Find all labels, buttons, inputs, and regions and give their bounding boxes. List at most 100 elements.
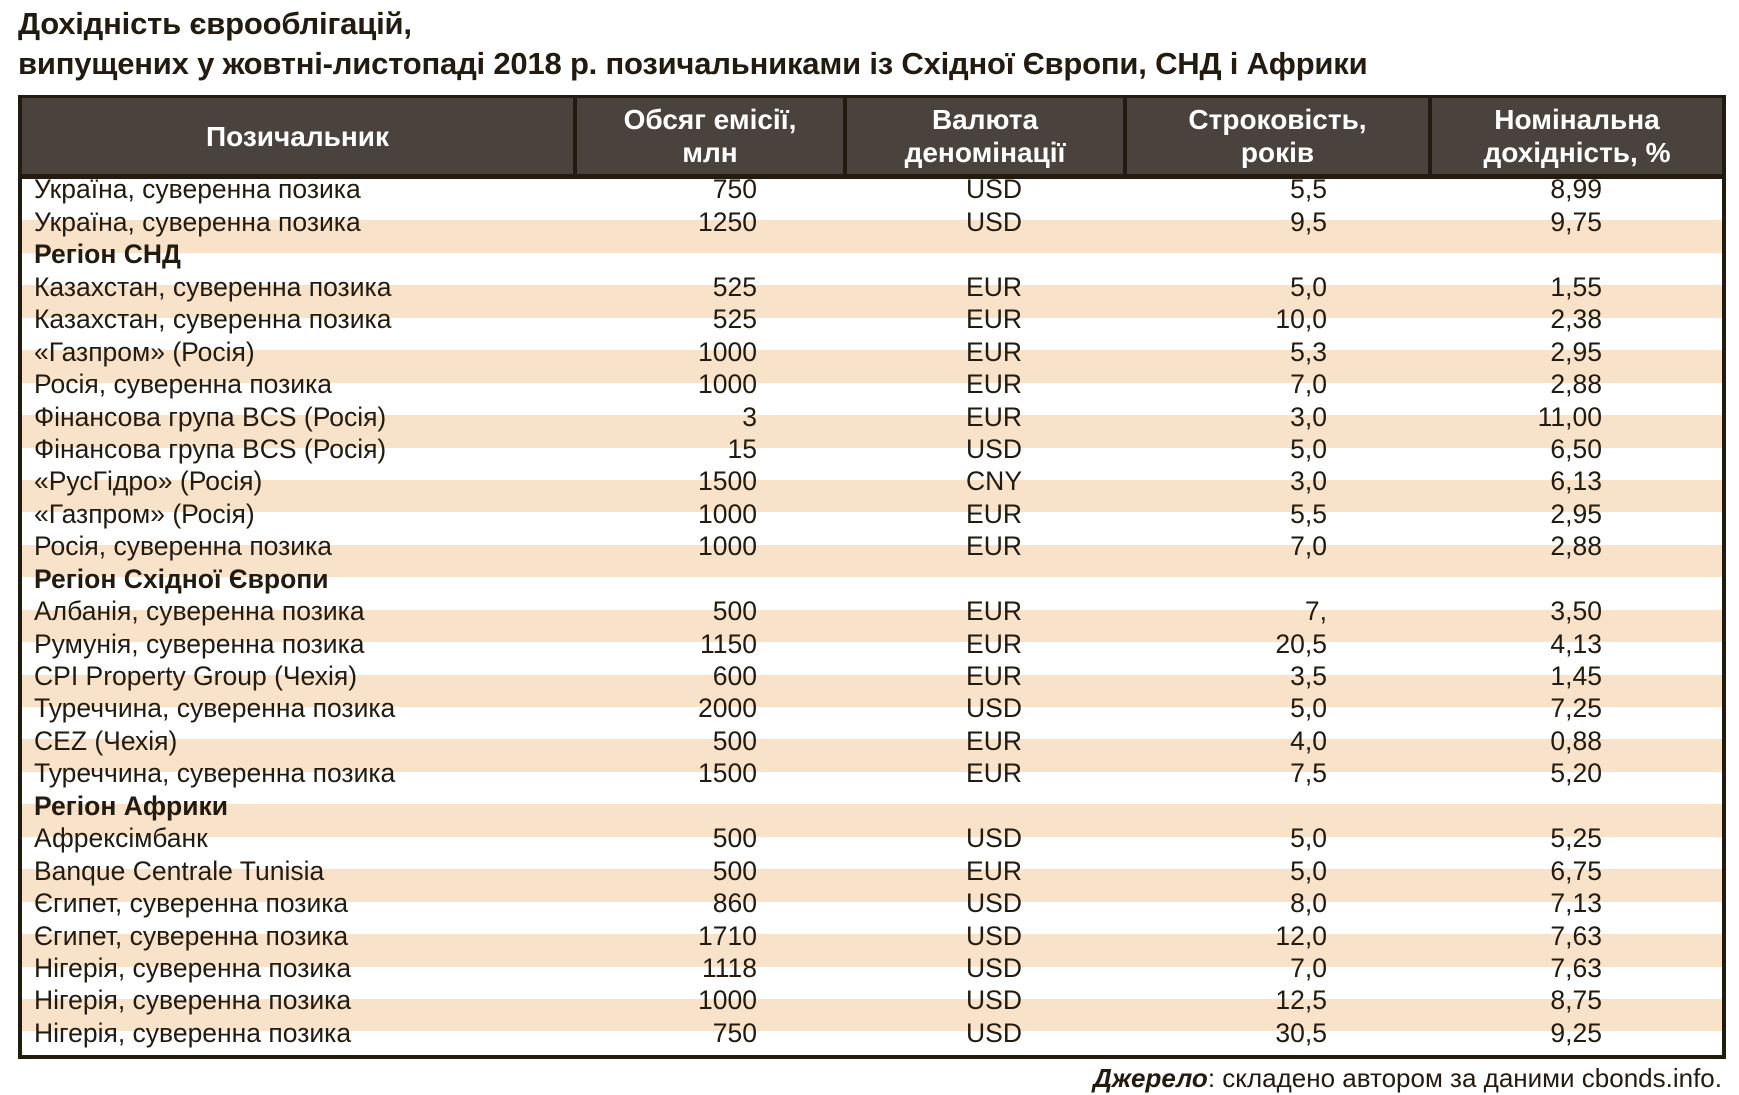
table-row: Нігерія, суверенна позика 1000 USD 12,5 8,75	[22, 985, 1722, 1023]
cell-borrower: Афрексімбанк	[34, 823, 208, 854]
cell-yield: 3,50	[1550, 596, 1602, 627]
header-currency-line-1: Валюта	[931, 104, 1039, 135]
cell-currency: EUR	[966, 596, 1022, 627]
cell-maturity: 5,5	[1290, 498, 1327, 529]
cell-borrower: Туреччина, суверенна позика	[34, 758, 396, 789]
cell-maturity: 3,0	[1290, 401, 1327, 432]
header-yield-line-2: дохідність, %	[1483, 137, 1671, 168]
table-row: Росія, суверенна позика 1000 EUR 7,0 2,88	[22, 369, 1722, 407]
table-row: Україна, суверенна позика 1250 USD 9,5 9,75	[22, 207, 1722, 244]
cell-volume: 2000	[698, 693, 757, 724]
cell-borrower: Нігерія, суверенна позика	[34, 952, 352, 983]
cell-yield: 8,99	[1550, 174, 1602, 205]
cell-yield: 6,50	[1550, 433, 1602, 464]
cell-maturity: 7,0	[1290, 952, 1327, 983]
cell-yield: 1,45	[1550, 661, 1602, 691]
header-volume: Обсяг емісії, млн	[577, 98, 847, 174]
header-currency-line-2: деномінації	[904, 137, 1066, 168]
table-row: «РусГідро» (Росія) 1500 CNY 3,0 6,13	[22, 466, 1722, 504]
cell-borrower: Росія, суверенна позика	[34, 531, 332, 562]
table-body: Україна, суверенна позика 750 USD 5,5 8,99 Ук…	[22, 174, 1722, 1055]
cell-yield: 0,88	[1550, 725, 1602, 756]
section-title: Регіон Східної Європи	[34, 563, 329, 594]
cell-volume: 1000	[698, 498, 757, 529]
cell-currency: EUR	[966, 336, 1022, 367]
cell-maturity: 8,0	[1290, 888, 1327, 919]
cell-maturity: 12,5	[1275, 985, 1327, 1016]
cell-currency: USD	[966, 920, 1022, 951]
cell-volume: 500	[712, 725, 757, 756]
cell-currency: USD	[966, 1017, 1022, 1048]
table-row: «Газпром» (Росія) 1000 EUR 5,3 2,95	[22, 337, 1722, 374]
cell-maturity: 7,0	[1290, 531, 1327, 562]
cell-maturity: 5,0	[1290, 271, 1327, 302]
cell-yield: 2,88	[1550, 369, 1602, 400]
table-row: Banque Centrale Tunisia 500 EUR 5,0 6,75	[22, 856, 1722, 893]
cell-currency: EUR	[966, 628, 1022, 659]
cell-yield: 4,13	[1550, 628, 1602, 659]
header-yield: Номінальна дохідність, %	[1432, 98, 1722, 174]
table-row: Єгипет, суверенна позика 1710 USD 12,0 7,63	[22, 921, 1722, 958]
table-row: CEZ (Чехія) 500 EUR 4,0 0,88	[22, 726, 1722, 763]
source-label: Джерело	[1093, 1063, 1208, 1093]
cell-yield: 2,88	[1550, 531, 1602, 562]
table-row: Туреччина, суверенна позика 2000 USD 5,0 7,2…	[22, 693, 1722, 731]
cell-volume: 500	[712, 596, 757, 627]
cell-currency: USD	[966, 823, 1022, 854]
cell-currency: EUR	[966, 304, 1022, 335]
cell-yield: 7,63	[1550, 920, 1602, 951]
source-note: Джерело: складено автором за даними cbon…	[1093, 1063, 1722, 1093]
cell-maturity: 3,5	[1290, 661, 1327, 691]
header-maturity: Строковість, років	[1127, 98, 1432, 174]
cell-borrower: «Газпром» (Росія)	[34, 336, 255, 367]
cell-maturity: 20,5	[1275, 628, 1327, 659]
table-row: Україна, суверенна позика 750 USD 5,5 8,99	[22, 174, 1722, 212]
header-borrower-label: Позичальник	[206, 120, 389, 152]
cell-volume: 1118	[701, 952, 757, 983]
cell-volume: 15	[727, 433, 757, 464]
cell-currency: EUR	[966, 401, 1022, 432]
cell-maturity: 3,0	[1290, 466, 1327, 497]
section-row: Регіон Африки	[22, 791, 1722, 828]
table-row: Румунія, суверенна позика 1150 EUR 20,5 4,13	[22, 629, 1722, 666]
cell-borrower: «Газпром» (Росія)	[34, 498, 255, 529]
cell-borrower: Нігерія, суверенна позика	[34, 1017, 352, 1048]
table-row: Нігерія, суверенна позика 750 USD 30,5 9,25	[22, 1018, 1722, 1055]
section-row: Регіон СНД	[22, 239, 1722, 277]
section-row: Регіон Східної Європи	[22, 564, 1722, 601]
table-row: Туреччина, суверенна позика 1500 EUR 7,5 5,2…	[22, 758, 1722, 796]
cell-borrower: Єгипет, суверенна позика	[34, 888, 349, 919]
cell-maturity: 10,0	[1275, 304, 1327, 335]
cell-borrower: Україна, суверенна позика	[34, 174, 361, 205]
header-volume-line-2: млн	[682, 137, 738, 168]
cell-currency: EUR	[966, 661, 1022, 691]
cell-borrower: CEZ (Чехія)	[34, 725, 178, 756]
cell-yield: 2,95	[1550, 498, 1602, 529]
cell-borrower: Фінансова група BCS (Росія)	[34, 433, 387, 464]
cell-volume: 1000	[698, 336, 757, 367]
cell-volume: 3	[742, 401, 757, 432]
cell-volume: 1000	[698, 985, 757, 1016]
table-row: Фінансова група BCS (Росія) 3 EUR 3,0 11,00	[22, 402, 1722, 439]
cell-maturity: 7,0	[1290, 369, 1327, 400]
cell-yield: 9,75	[1550, 206, 1602, 237]
header-volume-line-1: Обсяг емісії,	[623, 104, 797, 135]
table-row: CPI Property Group (Чехія) 600 EUR 3,5 1,45	[22, 661, 1722, 698]
header-currency: Валюта деномінації	[847, 98, 1127, 174]
cell-borrower: Казахстан, суверенна позика	[34, 271, 392, 302]
cell-yield: 1,55	[1550, 271, 1602, 302]
source-text: : складено автором за даними cbonds.info…	[1207, 1063, 1722, 1093]
table-row: Казахстан, суверенна позика 525 EUR 5,0 1,55	[22, 272, 1722, 309]
cell-borrower: Росія, суверенна позика	[34, 369, 332, 400]
cell-currency: EUR	[966, 855, 1022, 886]
cell-currency: EUR	[966, 498, 1022, 529]
cell-maturity: 5,0	[1290, 823, 1327, 854]
cell-yield: 2,95	[1550, 336, 1602, 367]
cell-volume: 1500	[698, 466, 757, 497]
cell-volume: 1710	[698, 920, 757, 951]
cell-borrower: CPI Property Group (Чехія)	[34, 661, 358, 691]
cell-maturity: 7,5	[1290, 758, 1327, 789]
cell-volume: 500	[712, 855, 757, 886]
cell-borrower: Нігерія, суверенна позика	[34, 985, 352, 1016]
cell-currency: EUR	[966, 725, 1022, 756]
